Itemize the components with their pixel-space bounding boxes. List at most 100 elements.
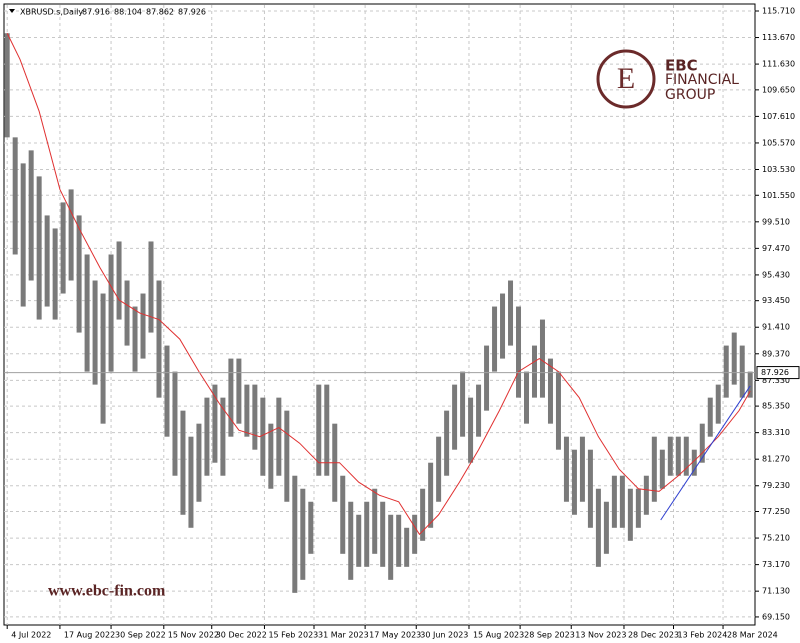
logo-mark: E [617,62,635,95]
price-bar [555,371,561,450]
price-bar [484,345,490,411]
price-bar [420,488,426,541]
price-bar [292,475,298,593]
y-tick-label: 85.350 [762,402,790,411]
y-tick-label: 81.270 [762,455,790,464]
x-tick-label: 28 Dec 2023 [628,631,679,640]
price-bar [635,488,641,528]
y-tick-label: 87.330 [762,376,790,385]
price-bar [500,293,506,359]
price-bar [284,410,290,502]
x-tick-label: 28 Sep 2023 [524,631,575,640]
price-bar [539,319,545,398]
price-bar [675,436,681,476]
price-bar [340,475,346,554]
y-tick-label: 91.410 [762,323,790,332]
x-tick-label: 15 Nov 2022 [168,631,219,640]
price-bar [579,436,585,502]
price-bar [364,501,370,567]
price-bar [691,449,697,476]
price-bar [412,514,418,554]
x-tick-label: 4 Jul 2022 [11,631,51,640]
price-bar [220,397,226,476]
y-tick-label: 95.430 [762,270,790,279]
price-bar [36,176,42,320]
y-tick-label: 69.150 [762,612,790,621]
y-tick-label: 79.230 [762,481,790,490]
price-bar [715,384,721,424]
price-bar [228,358,234,437]
price-bar [571,449,577,515]
price-bar [92,280,98,385]
logo: E EBC FINANCIAL GROUP [596,49,739,109]
x-tick-label: 17 Aug 2022 [64,631,115,640]
price-bar [124,280,130,346]
x-tick-label: 30 Sep 2022 [115,631,166,640]
price-bar [324,384,330,476]
y-tick-label: 115.710 [762,6,795,15]
logo-ring [596,49,656,109]
y-tick-label: 71.130 [762,587,790,596]
price-bar [276,397,282,476]
x-tick-label: 15 Aug 2023 [473,631,524,640]
price-bar [4,33,10,138]
price-bar [444,410,450,476]
price-label-box [756,366,800,380]
price-bar [372,488,378,554]
price-bar [84,254,90,372]
price-bar [76,215,82,333]
x-tick-label: 30 Dec 2022 [216,631,267,640]
y-tick-label: 97.470 [762,244,790,253]
x-tick-label: 13 Nov 2023 [575,631,626,640]
price-bar [699,423,705,463]
y-tick-label: 99.510 [762,217,790,226]
price-bar [492,306,498,372]
price-bar [44,215,50,307]
price-bar [52,228,58,320]
price-bar [148,241,154,333]
y-tick-label: 103.530 [762,165,795,174]
price-bar [524,371,530,424]
price-bar [723,345,729,398]
price-bar [468,397,474,463]
symbol: XBRUSD.s,Daily [20,8,83,17]
moving-average [6,33,751,536]
price-bar [164,345,170,437]
price-bar [603,501,609,554]
price-bar [268,423,274,489]
price-bar [68,189,74,281]
open: 87.916 [82,8,110,17]
x-tick-label: 17 May 2023 [369,631,421,640]
x-tick-label: 28 Mar 2024 [727,631,778,640]
y-tick-label: 111.630 [762,60,795,69]
price-bar [60,202,66,294]
price-bar [547,358,553,424]
x-tick-label: 30 Jun 2023 [420,631,468,640]
price-bar [260,397,266,476]
price-bar [739,345,745,398]
price-bar [516,306,522,398]
close: 87.926 [178,8,206,17]
y-tick-label: 75.210 [762,534,790,543]
menu-arrow [9,9,15,13]
price-bar [196,423,202,502]
price-bar [531,345,537,398]
price-bar [236,358,242,424]
logo-text: EBC [665,57,698,75]
price-bar [140,293,146,359]
price-bar [28,150,34,281]
y-tick-label: 113.670 [762,33,795,42]
price-bar [683,436,689,476]
price-bar [404,527,410,567]
y-tick-label: 77.250 [762,507,790,516]
price-bar [667,436,673,476]
watermark: www.ebc-fin.com [48,583,166,600]
price-bar [180,410,186,515]
price-bar [396,514,402,567]
price-bar [308,501,314,554]
y-tick-label: 83.310 [762,428,790,437]
price-bar [132,306,138,372]
price-bar [436,436,442,502]
price-bar [172,371,178,476]
